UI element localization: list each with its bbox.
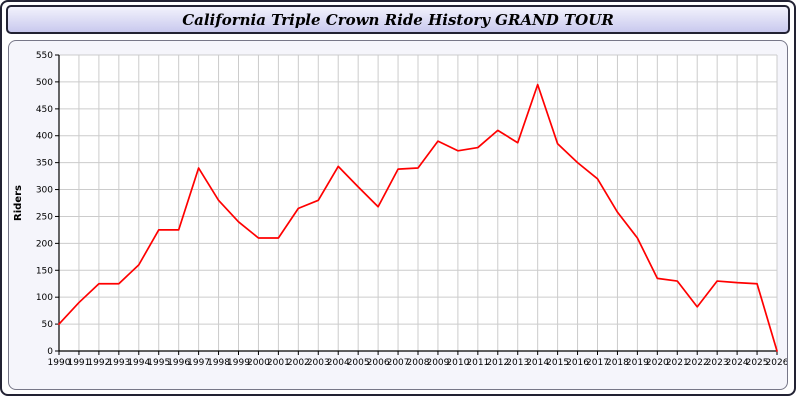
x-tick-label: 2015 — [546, 358, 569, 368]
x-tick-label: 2013 — [506, 358, 529, 368]
x-tick-label: 1993 — [107, 358, 130, 368]
x-tick-label: 2017 — [586, 358, 609, 368]
riders-line-chart: 0501001502002503003504004505005501990199… — [13, 51, 788, 368]
title-bar: California Triple Crown Ride History GRA… — [6, 5, 790, 34]
riders-series-line — [58, 83, 778, 352]
x-tick-label: 2011 — [466, 358, 489, 368]
y-tick-label: 450 — [36, 105, 53, 115]
y-tick-label: 400 — [36, 132, 53, 142]
x-tick-label: 2012 — [486, 358, 509, 368]
x-tick-label: 2000 — [247, 358, 270, 368]
x-tick-label: 1997 — [187, 358, 210, 368]
x-tick-label: 1995 — [147, 358, 170, 368]
x-tick-label: 2016 — [566, 358, 589, 368]
x-tick-label: 2001 — [267, 358, 290, 368]
x-tick-label: 2004 — [327, 358, 350, 368]
x-tick-label: 2024 — [726, 358, 749, 368]
x-tick-label: 1991 — [67, 358, 90, 368]
x-tick-label: 2009 — [426, 358, 449, 368]
y-tick-label: 300 — [36, 186, 53, 196]
x-tick-label: 2026 — [766, 358, 788, 368]
x-tick-label: 1994 — [127, 358, 150, 368]
y-tick-label: 200 — [36, 239, 53, 249]
y-tick-label: 0 — [47, 347, 53, 357]
x-tick-label: 1992 — [87, 358, 110, 368]
x-tick-label: 2003 — [307, 358, 330, 368]
x-tick-label: 2014 — [526, 358, 549, 368]
x-tick-label: 2023 — [706, 358, 729, 368]
x-tick-label: 2006 — [367, 358, 390, 368]
x-tick-label: 1999 — [227, 358, 250, 368]
x-tick-label: 1998 — [207, 358, 230, 368]
y-tick-label: 350 — [36, 159, 53, 169]
x-tick-label: 2008 — [407, 358, 430, 368]
y-tick-label: 150 — [36, 266, 53, 276]
y-tick-label: 500 — [36, 78, 53, 88]
x-tick-label: 2018 — [606, 358, 629, 368]
chart-title: California Triple Crown Ride History GRA… — [182, 10, 614, 29]
y-tick-label: 250 — [36, 212, 53, 222]
x-tick-label: 2019 — [626, 358, 649, 368]
x-tick-label: 2020 — [646, 358, 669, 368]
x-tick-label: 1990 — [48, 358, 71, 368]
x-tick-label: 2002 — [287, 358, 310, 368]
x-tick-label: 2025 — [746, 358, 769, 368]
x-tick-label: 1996 — [167, 358, 190, 368]
x-tick-label: 2010 — [446, 358, 469, 368]
y-axis-title: Riders — [13, 185, 24, 221]
x-tick-label: 2005 — [347, 358, 370, 368]
x-tick-label: 2021 — [666, 358, 689, 368]
chart-panel: 0 50 100 150 200 250 300 350 400 450 500 550 1990 199… — [8, 40, 788, 390]
y-tick-label: 100 — [36, 293, 53, 303]
y-tick-label: 550 — [36, 51, 53, 61]
x-tick-label: 2022 — [686, 358, 709, 368]
x-tick-label: 2007 — [387, 358, 410, 368]
y-tick-label: 50 — [42, 320, 54, 330]
